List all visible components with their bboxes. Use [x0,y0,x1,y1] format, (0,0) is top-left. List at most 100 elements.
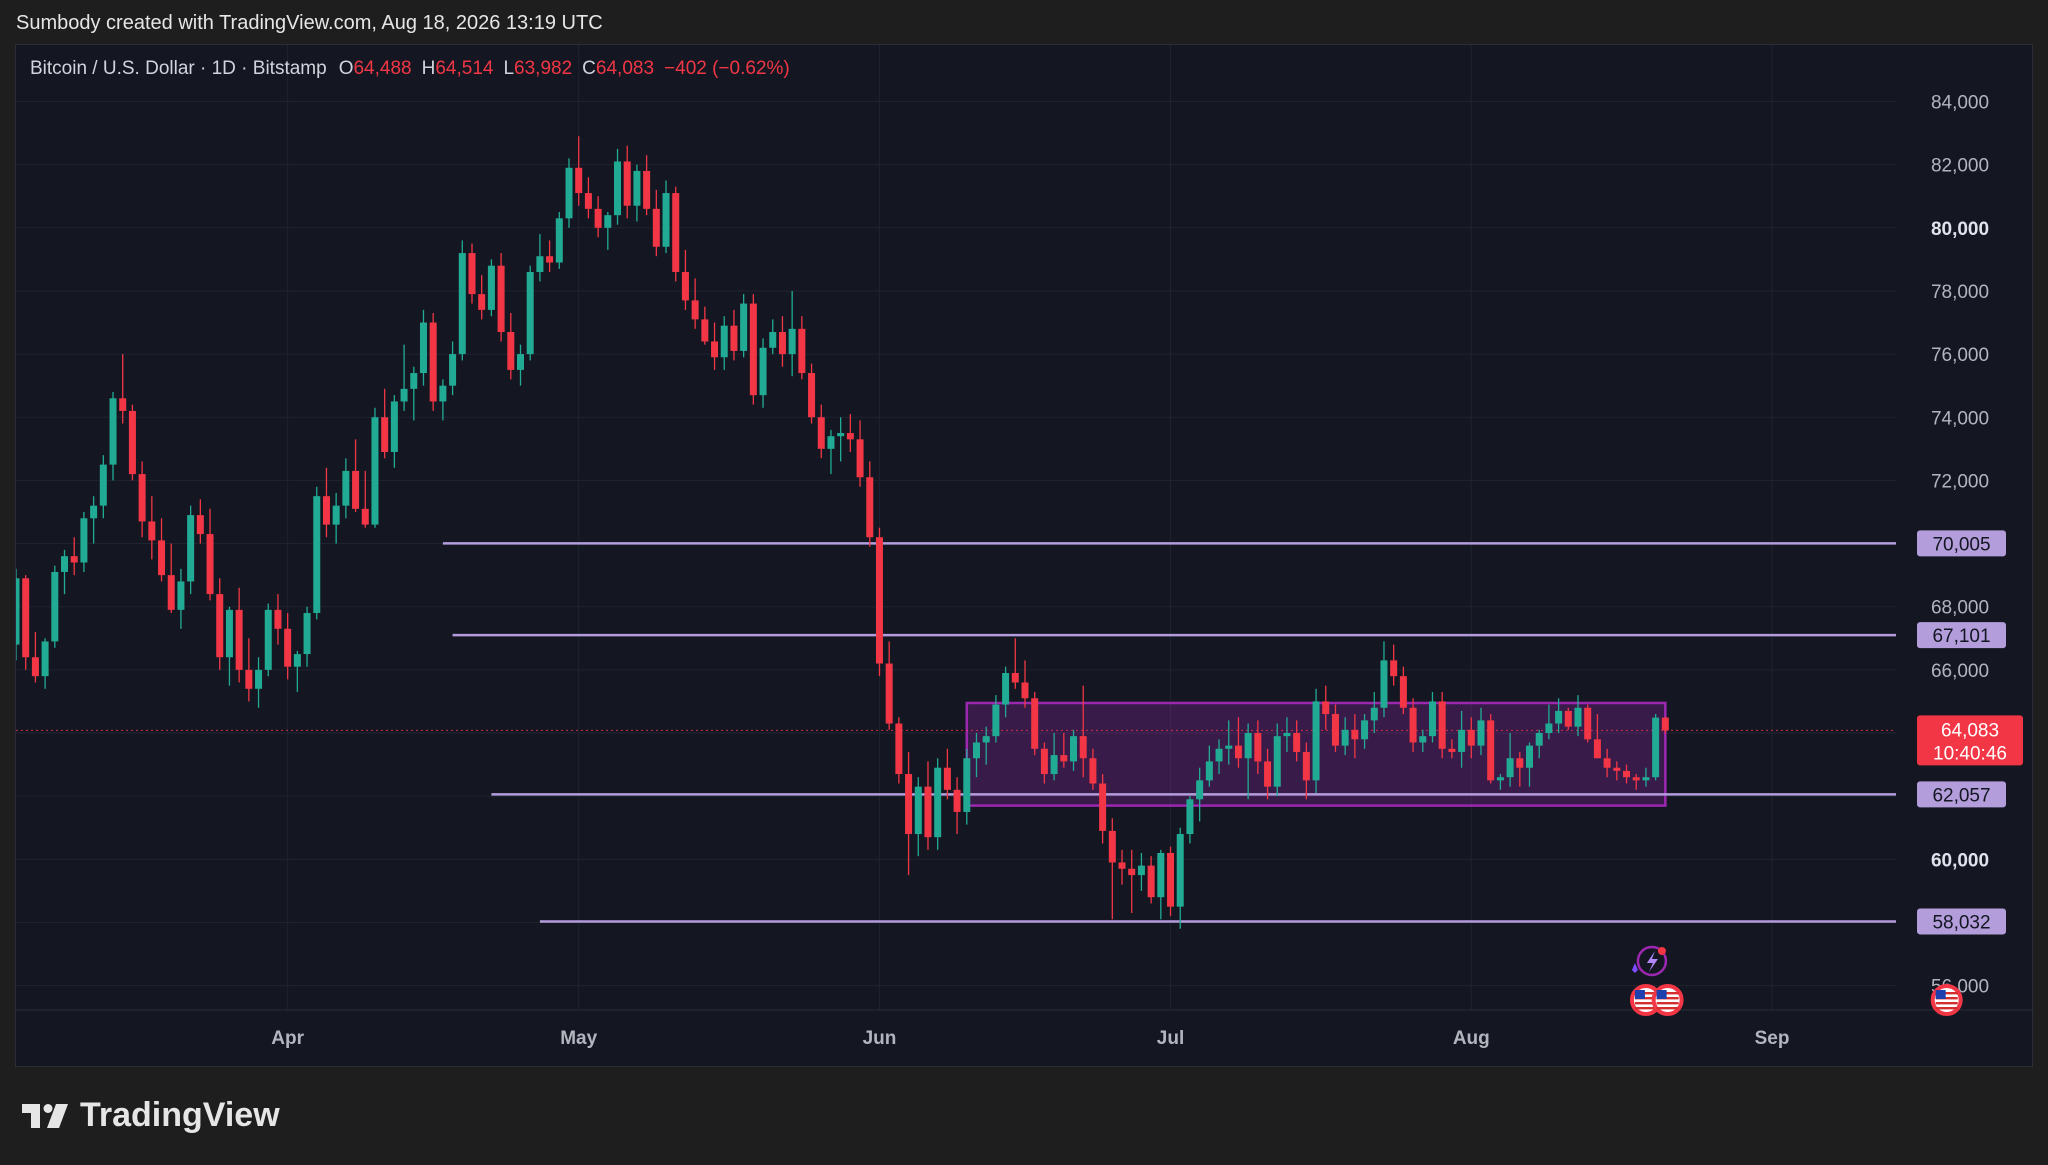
candle-body [1661,717,1669,731]
candle-body [1623,770,1631,778]
candle-body [1555,710,1563,724]
candle-body [177,581,185,610]
level-price-tag [1917,781,2006,808]
low-value: 63,982 [514,58,573,79]
us-flag-icon[interactable] [1930,984,1963,1016]
candle-body [187,515,195,582]
candle-body [419,322,427,374]
candle-body [1215,748,1223,762]
candle-body [1099,783,1107,831]
candle-body [643,170,651,209]
x-tick-label: Sep [1755,1028,1790,1049]
level-price-label: 62,057 [1932,785,1990,806]
tradingview-branding[interactable]: TradingView [20,1096,280,1135]
candle-body [1438,701,1446,749]
y-tick-label: 84,000 [1931,93,1989,114]
candle-body [798,328,806,374]
candle-body [614,161,622,216]
candle-body [1205,761,1213,781]
candle-body [633,170,641,206]
candle-body [1341,729,1349,746]
candle-body [128,410,136,475]
candle-body [837,433,845,437]
candle-body [1458,729,1466,752]
tradingview-logo-icon [22,1103,68,1128]
candle-body [1118,862,1126,869]
us-flag-icon[interactable] [1629,984,1662,1016]
candle-body [1496,777,1504,781]
candle-body [216,594,224,658]
candle-body [1370,707,1378,721]
candle-body [90,505,98,519]
candle-body [691,300,699,320]
candle-body [604,215,612,228]
candle-body [866,477,874,538]
candle-body [361,508,369,525]
candle-body [1477,720,1485,746]
candle-body [235,609,243,670]
high-value: 64,514 [435,58,494,79]
candle-body [1584,707,1592,740]
symbol-title[interactable]: Bitcoin / U.S. Dollar · 1D · Bitstamp [30,58,327,79]
candle-body [497,265,505,332]
candle-body [303,613,311,655]
candle-body [623,161,631,206]
level-price-label: 70,005 [1932,534,1990,555]
x-tick-label: Aug [1453,1028,1490,1049]
lightning-event-icon[interactable] [1631,945,1668,977]
candle-body [575,167,583,194]
level-price-tag [1917,622,2006,649]
candle-body [1428,701,1436,737]
high-label: H [421,58,436,79]
chart-panel[interactable]: 56,00058,00060,00062,00064,00066,00068,0… [15,44,2034,1068]
candle-body [1390,660,1398,677]
candle-body [905,774,913,835]
candle-body [711,341,719,358]
candle-body [1467,729,1475,746]
candle-body [555,218,563,263]
candle-body [1506,758,1514,778]
candle-body [1011,673,1019,683]
candle-body [109,398,117,465]
candle-body [1545,723,1553,733]
y-tick-label: 74,000 [1931,408,1989,429]
candle-body [1089,758,1097,784]
candle-body [1079,736,1087,759]
candle-body [1186,799,1194,835]
candle-body [507,331,515,370]
candle-body [1409,707,1417,743]
candle-body [99,464,107,506]
candle-body [158,540,166,576]
candle-body [206,534,214,595]
candle-body [51,571,59,642]
candle-body [875,537,883,664]
y-tick-label: 76,000 [1931,345,1989,366]
candle-body [992,704,1000,737]
candle-body [972,742,980,759]
candle-body [1031,698,1039,749]
last-price-tag [1917,715,2023,766]
x-tick-label: Jun [863,1028,897,1049]
candle-body [759,347,767,396]
candle-body [410,373,418,389]
y-tick-label: 78,000 [1931,282,1989,303]
candle-body [943,767,951,790]
level-price-tag [1917,530,2006,557]
candle-body [1196,780,1204,800]
y-tick-label: 82,000 [1931,156,1989,177]
candle-body [1380,660,1388,708]
candle-body [1613,767,1621,771]
candle-body [439,385,447,402]
us-flag-icon[interactable] [1651,984,1684,1016]
close-value: 64,083 [595,58,655,79]
bar-countdown-label: 10:40:46 [1933,743,2007,764]
candlestick-chart[interactable]: 56,00058,00060,00062,00064,00066,00068,0… [16,45,2034,1068]
candle-body [749,303,757,396]
x-tick-label: Apr [271,1028,304,1049]
candle-body [1040,748,1048,775]
candle-body [701,319,709,342]
candle-body [313,496,321,614]
candle-body [1273,736,1281,787]
candle-body [264,609,272,670]
